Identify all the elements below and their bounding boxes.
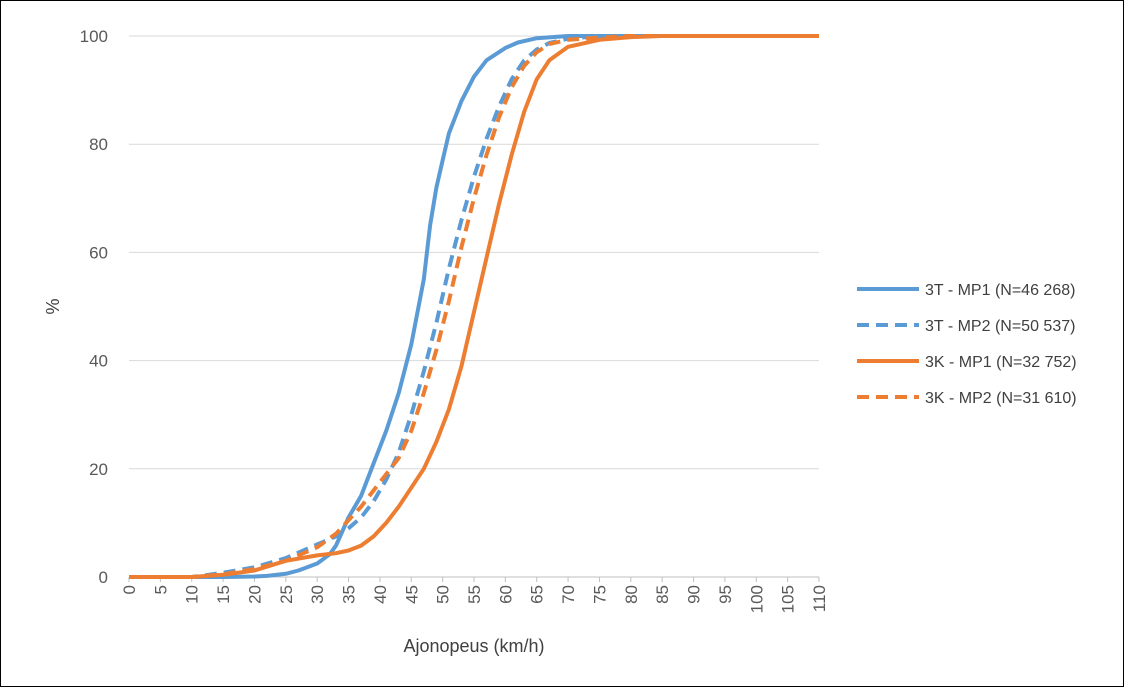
x-tick-label-15: 75: [590, 585, 609, 604]
x-tick-label-11: 55: [465, 585, 484, 604]
x-tick-label-22: 110: [810, 585, 829, 612]
y-tick-label-1: 20: [89, 460, 108, 479]
x-tick-label-1: 5: [151, 585, 170, 594]
x-tick-label-20: 100: [747, 585, 766, 613]
x-axis-title: Ajonopeus (km/h): [403, 636, 544, 656]
x-tick-label-6: 30: [308, 585, 327, 604]
legend-label-4: 3K - MP2 (N=31 610): [925, 390, 1077, 407]
legend-label-2: 3T - MP2 (N=50 537): [925, 318, 1075, 335]
y-tick-label-3: 60: [89, 243, 108, 262]
x-tick-label-12: 60: [496, 585, 515, 604]
y-tick-label-0: 0: [99, 568, 108, 587]
y-tick-label-2: 40: [89, 352, 108, 371]
x-tick-label-10: 50: [434, 585, 453, 604]
x-axis-ticks: 0 5 10 15 20 25 30 35 40 45 50 55 60 65 70 75 80 85 90 95 10…: [120, 577, 829, 613]
legend: 3T - MP1 (N=46 268) 3T - MP2 (N=50 537) 3K…: [857, 282, 1077, 407]
x-tick-label-17: 85: [653, 585, 672, 604]
x-tick-label-8: 40: [371, 585, 390, 604]
series-line-2: [129, 34, 819, 579]
x-tick-label-2: 10: [183, 585, 202, 604]
gridlines: [129, 35, 819, 470]
legend-label-1: 3T - MP1 (N=46 268): [925, 282, 1075, 299]
series-lines: [129, 34, 819, 579]
series-line-3: [129, 34, 819, 579]
x-tick-label-13: 65: [528, 585, 547, 604]
x-tick-label-9: 45: [402, 585, 421, 604]
y-axis-ticks: 0 20 40 60 80 100: [80, 27, 108, 587]
y-axis-title: %: [43, 298, 63, 314]
legend-label-3: 3K - MP1 (N=32 752): [925, 354, 1077, 371]
series-line-4: [129, 34, 819, 579]
x-tick-label-5: 25: [277, 585, 296, 604]
x-tick-label-7: 35: [340, 585, 359, 604]
series-line-1: [129, 34, 819, 579]
x-tick-label-4: 20: [245, 585, 264, 604]
x-tick-label-3: 15: [214, 585, 233, 604]
x-tick-label-21: 105: [779, 585, 798, 613]
x-tick-label-0: 0: [120, 585, 139, 594]
y-tick-label-5: 100: [80, 27, 108, 46]
x-tick-label-16: 80: [622, 585, 641, 604]
x-tick-label-14: 70: [559, 585, 578, 604]
y-tick-label-4: 80: [89, 135, 108, 154]
x-tick-label-19: 95: [716, 585, 735, 604]
x-tick-label-18: 90: [685, 585, 704, 604]
